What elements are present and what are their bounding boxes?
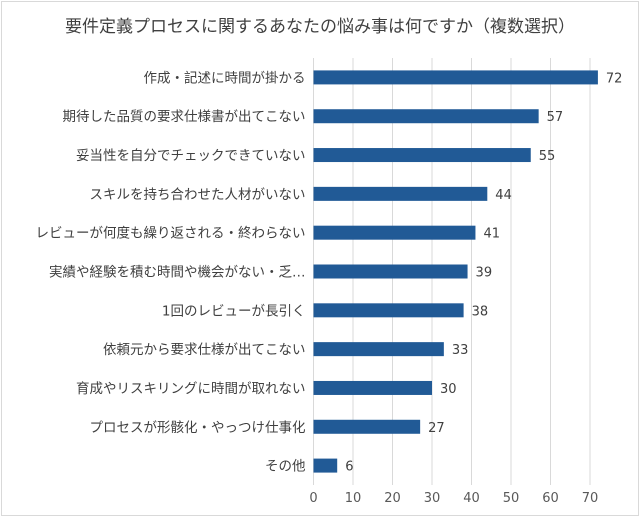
category-label: 期待した品質の要求仕様書が出てこない xyxy=(63,109,306,125)
x-tick-label: 70 xyxy=(582,491,599,506)
data-label: 6 xyxy=(345,460,353,475)
bar xyxy=(313,109,539,124)
bar xyxy=(313,380,432,395)
x-tick-label: 30 xyxy=(424,491,441,506)
bar xyxy=(313,342,444,357)
category-label: レビューが何度も繰り返される・終わらない xyxy=(36,226,306,242)
bar xyxy=(313,264,468,279)
bar xyxy=(313,148,531,163)
data-label: 33 xyxy=(452,343,469,358)
bar xyxy=(313,458,338,473)
category-label: その他 xyxy=(265,459,306,475)
bar xyxy=(313,303,464,318)
category-label: 妥当性を自分でチェックできていない xyxy=(76,148,306,164)
data-label: 27 xyxy=(428,421,445,436)
x-tick-label: 10 xyxy=(345,491,362,506)
chart-title: 要件定義プロセスに関するあなたの悩み事は何ですか（複数選択） xyxy=(65,17,575,37)
category-label: スキルを持ち合わせた人材がいない xyxy=(90,187,306,203)
data-label: 38 xyxy=(472,304,489,319)
x-tick-label: 40 xyxy=(463,491,480,506)
bar xyxy=(313,419,421,434)
data-label: 39 xyxy=(476,266,493,281)
category-label: 1回のレビューが長引く xyxy=(162,303,306,319)
x-tick-label: 0 xyxy=(309,491,317,506)
data-label: 55 xyxy=(539,149,556,164)
bar xyxy=(313,70,598,85)
bar xyxy=(313,186,488,201)
x-tick-label: 60 xyxy=(542,491,559,506)
x-tick-label: 50 xyxy=(503,491,520,506)
category-label: 依頼元から要求仕様が出てこない xyxy=(103,342,306,358)
category-label: 育成やリスキリングに時間が取れない xyxy=(76,381,306,397)
x-tick-label: 20 xyxy=(384,491,401,506)
data-label: 72 xyxy=(606,71,623,86)
bar xyxy=(313,225,476,240)
data-label: 30 xyxy=(440,382,457,397)
category-label: プロセスが形骸化・やっつけ仕事化 xyxy=(90,420,306,436)
data-label: 44 xyxy=(495,188,512,203)
category-label: 実績や経験を積む時間や機会がない・乏… xyxy=(49,265,306,281)
data-label: 41 xyxy=(483,227,500,242)
data-label: 57 xyxy=(547,110,564,125)
category-label: 作成・記述に時間が掛かる xyxy=(144,69,306,86)
